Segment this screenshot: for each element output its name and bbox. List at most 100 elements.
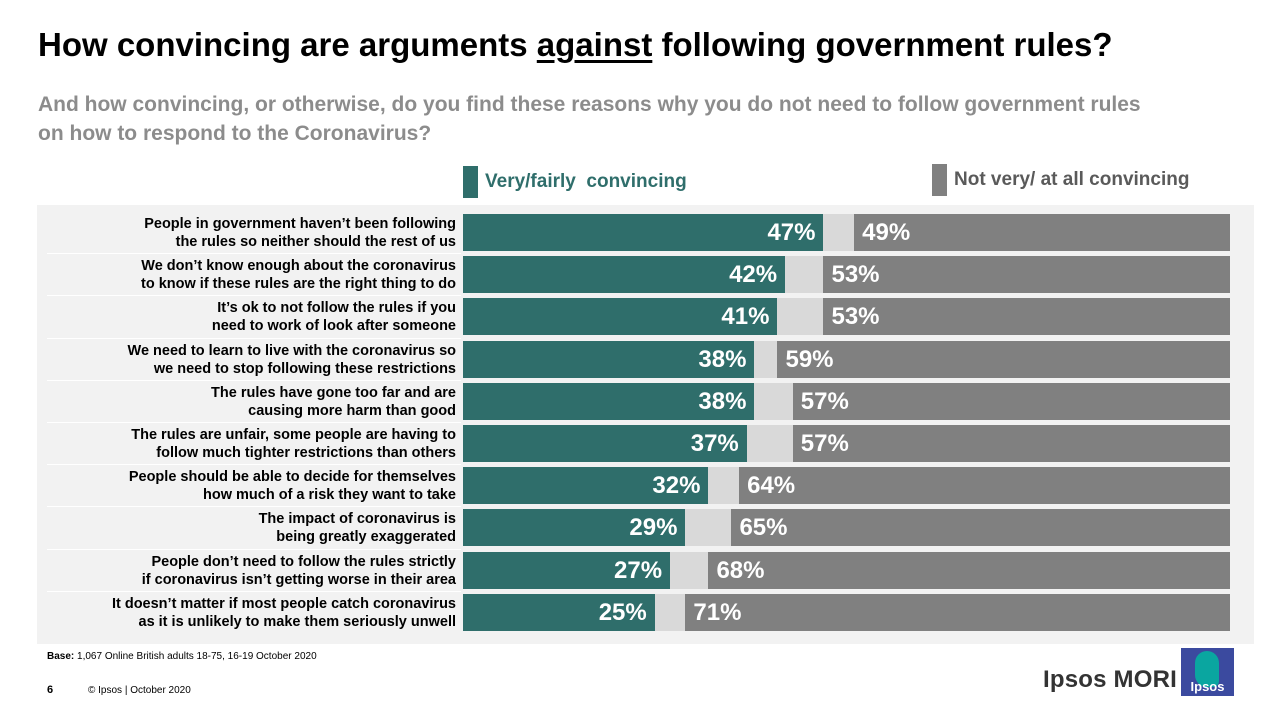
logo-badge-text: Ipsos <box>1190 679 1225 694</box>
data-label-not-convincing: 57% <box>800 430 849 457</box>
row-separator <box>47 422 461 423</box>
bar-dont-know <box>785 256 824 293</box>
bar-dont-know <box>685 509 732 546</box>
logo-shape <box>1195 651 1219 687</box>
data-label-not-convincing: 57% <box>800 388 849 415</box>
row-separator <box>47 253 461 254</box>
bar-convincing <box>463 467 709 504</box>
bar-convincing <box>463 594 655 631</box>
row-label: The impact of coronavirus is being greatl… <box>40 510 456 546</box>
data-label-not-convincing: 65% <box>739 514 788 541</box>
row-label-line: how much of a risk they want to take <box>203 487 456 503</box>
data-label-not-convincing: 64% <box>747 472 796 499</box>
data-label-convincing: 47% <box>767 219 816 246</box>
row-separator <box>47 506 461 507</box>
data-label-convincing: 42% <box>729 261 778 288</box>
bar-dont-know <box>708 467 740 504</box>
legend-swatch-not-convincing <box>932 164 947 196</box>
row-label-line: need to work of look after someone <box>211 318 456 334</box>
row-separator <box>47 380 461 381</box>
data-label-not-convincing: 59% <box>785 346 834 373</box>
data-label-convincing: 29% <box>629 514 678 541</box>
row-label-line: The impact of coronavirus is <box>258 511 456 527</box>
legend-convincing: Very/fairly convincing <box>463 166 687 198</box>
bar-convincing <box>463 214 824 251</box>
bar-dont-know <box>777 298 824 335</box>
bar-convincing <box>463 341 755 378</box>
bar-convincing <box>463 509 686 546</box>
row-label-line: People should be able to decide for them… <box>128 469 456 485</box>
row-label-line: if coronavirus isn’t getting worse in th… <box>141 572 456 588</box>
row-separator <box>47 591 461 592</box>
row-label: We need to learn to live with the corona… <box>40 342 456 378</box>
row-separator <box>47 549 461 550</box>
bar-not-convincing <box>792 425 1230 462</box>
bar-not-convincing <box>823 256 1230 293</box>
page-title: How convincing are arguments against fol… <box>38 26 1113 64</box>
bar-dont-know <box>746 425 793 462</box>
bar-not-convincing <box>823 298 1230 335</box>
row-label-line: We need to learn to live with the corona… <box>127 343 456 359</box>
base-note: Base: 1,067 Online British adults 18-75,… <box>47 651 317 662</box>
row-label: People in government haven’t been follow… <box>40 215 456 251</box>
bar-convincing <box>463 552 671 589</box>
bar-not-convincing <box>708 552 1230 589</box>
data-label-convincing: 37% <box>690 430 739 457</box>
data-label-convincing: 38% <box>698 346 747 373</box>
data-label-convincing: 41% <box>721 303 770 330</box>
row-label: It’s ok to not follow the rules if you ne… <box>40 299 456 335</box>
ipsos-logo-icon: Ipsos <box>1181 648 1234 696</box>
data-label-not-convincing: 53% <box>831 261 880 288</box>
row-label: The rules have gone too far and are causi… <box>40 384 456 420</box>
row-separator <box>47 464 461 465</box>
row-label-line: We don’t know enough about the coronavir… <box>141 258 456 274</box>
row-label-line: The rules have gone too far and are <box>211 385 456 401</box>
row-label: The rules are unfair, some people are ha… <box>40 426 456 462</box>
row-label: We don’t know enough about the coronavir… <box>40 257 456 293</box>
bar-not-convincing <box>792 383 1230 420</box>
data-label-convincing: 32% <box>652 472 701 499</box>
row-separator <box>47 338 461 339</box>
bar-dont-know <box>754 383 793 420</box>
base-text: 1,067 Online British adults 18-75, 16-19… <box>77 651 317 662</box>
ipsos-mori-wordmark: Ipsos MORI <box>1043 666 1178 693</box>
row-label-line: follow much tighter restrictions than ot… <box>156 445 456 461</box>
bar-convincing <box>463 298 778 335</box>
row-label-line: as it is unlikely to make them seriously… <box>138 614 457 630</box>
bar-not-convincing <box>777 341 1230 378</box>
bar-not-convincing <box>854 214 1230 251</box>
copyright: © Ipsos | October 2020 <box>88 685 191 696</box>
data-label-not-convincing: 49% <box>862 219 911 246</box>
legend-label-convincing: Very/fairly convincing <box>485 171 687 192</box>
bar-convincing <box>463 383 755 420</box>
row-label: People don’t need to follow the rules st… <box>40 553 456 589</box>
data-label-convincing: 27% <box>614 557 663 584</box>
row-label-line: It doesn’t matter if most people catch c… <box>111 596 456 612</box>
data-label-not-convincing: 68% <box>716 557 765 584</box>
row-separator <box>47 295 461 296</box>
bar-not-convincing <box>685 594 1230 631</box>
title-emphasis: against <box>536 26 653 63</box>
title-part: How convincing are arguments <box>38 26 537 63</box>
page-number: 6 <box>47 684 54 696</box>
data-label-convincing: 25% <box>598 599 647 626</box>
legend-not-convincing: Not very/ at all convincing <box>932 164 1189 196</box>
row-label: People should be able to decide for them… <box>40 468 456 504</box>
row-label-line: The rules are unfair, some people are ha… <box>131 427 456 443</box>
row-label-line: People in government haven’t been follow… <box>144 216 456 232</box>
bar-dont-know <box>754 341 778 378</box>
bar-dont-know <box>654 594 686 631</box>
bar-not-convincing <box>731 509 1230 546</box>
row-label-line: People don’t need to follow the rules st… <box>151 554 456 570</box>
bar-dont-know <box>823 214 855 251</box>
bar-convincing <box>463 425 747 462</box>
legend-label-not-convincing: Not very/ at all convincing <box>954 169 1190 190</box>
page-subtitle: And how convincing, or otherwise, do you… <box>38 93 1141 145</box>
legend-swatch-convincing <box>463 166 478 198</box>
row-label-line: causing more harm than good <box>248 403 456 419</box>
data-label-convincing: 38% <box>698 388 747 415</box>
row-label-line: the rules so neither should the rest of … <box>175 234 456 250</box>
row-label-line: to know if these rules are the right thi… <box>141 276 456 292</box>
bar-not-convincing <box>739 467 1230 504</box>
base-label: Base: <box>47 651 75 662</box>
